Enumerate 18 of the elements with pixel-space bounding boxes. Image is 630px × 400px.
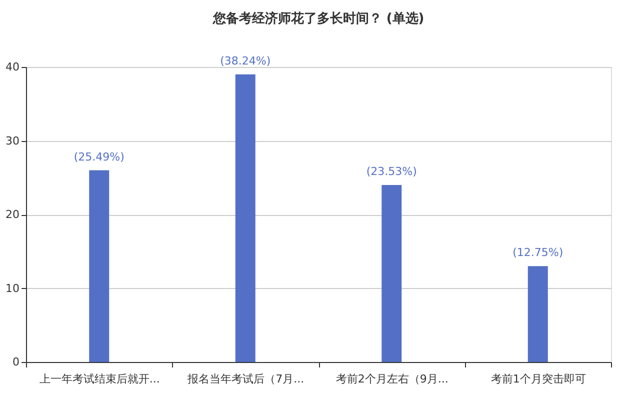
bar (528, 266, 548, 362)
bar (89, 170, 110, 362)
y-tick-label: 10 (6, 282, 20, 295)
annotation: (25.49%) (74, 150, 124, 164)
chart-title: 您备考经济师花了多长时间？ (单选) (212, 10, 424, 26)
bar (382, 185, 402, 362)
x-tick-label: 考前1个月突击即可 (490, 372, 586, 386)
y-tick-label: 40 (6, 60, 20, 74)
x-tick-label: 上一年考试结束后就开... (39, 372, 160, 386)
annotation: (23.53%) (366, 165, 417, 178)
x-tick-label: 考前2个月左右（9月... (336, 372, 448, 386)
y-tick-label: 0 (12, 356, 20, 368)
y-tick-label: 20 (6, 208, 20, 221)
bar (235, 74, 256, 362)
x-tick-label: 报名当年考试后（7月... (186, 372, 304, 386)
y-tick-label: 30 (6, 134, 20, 148)
annotation: (38.24%) (220, 54, 271, 68)
annotation: (12.75%) (512, 246, 564, 260)
